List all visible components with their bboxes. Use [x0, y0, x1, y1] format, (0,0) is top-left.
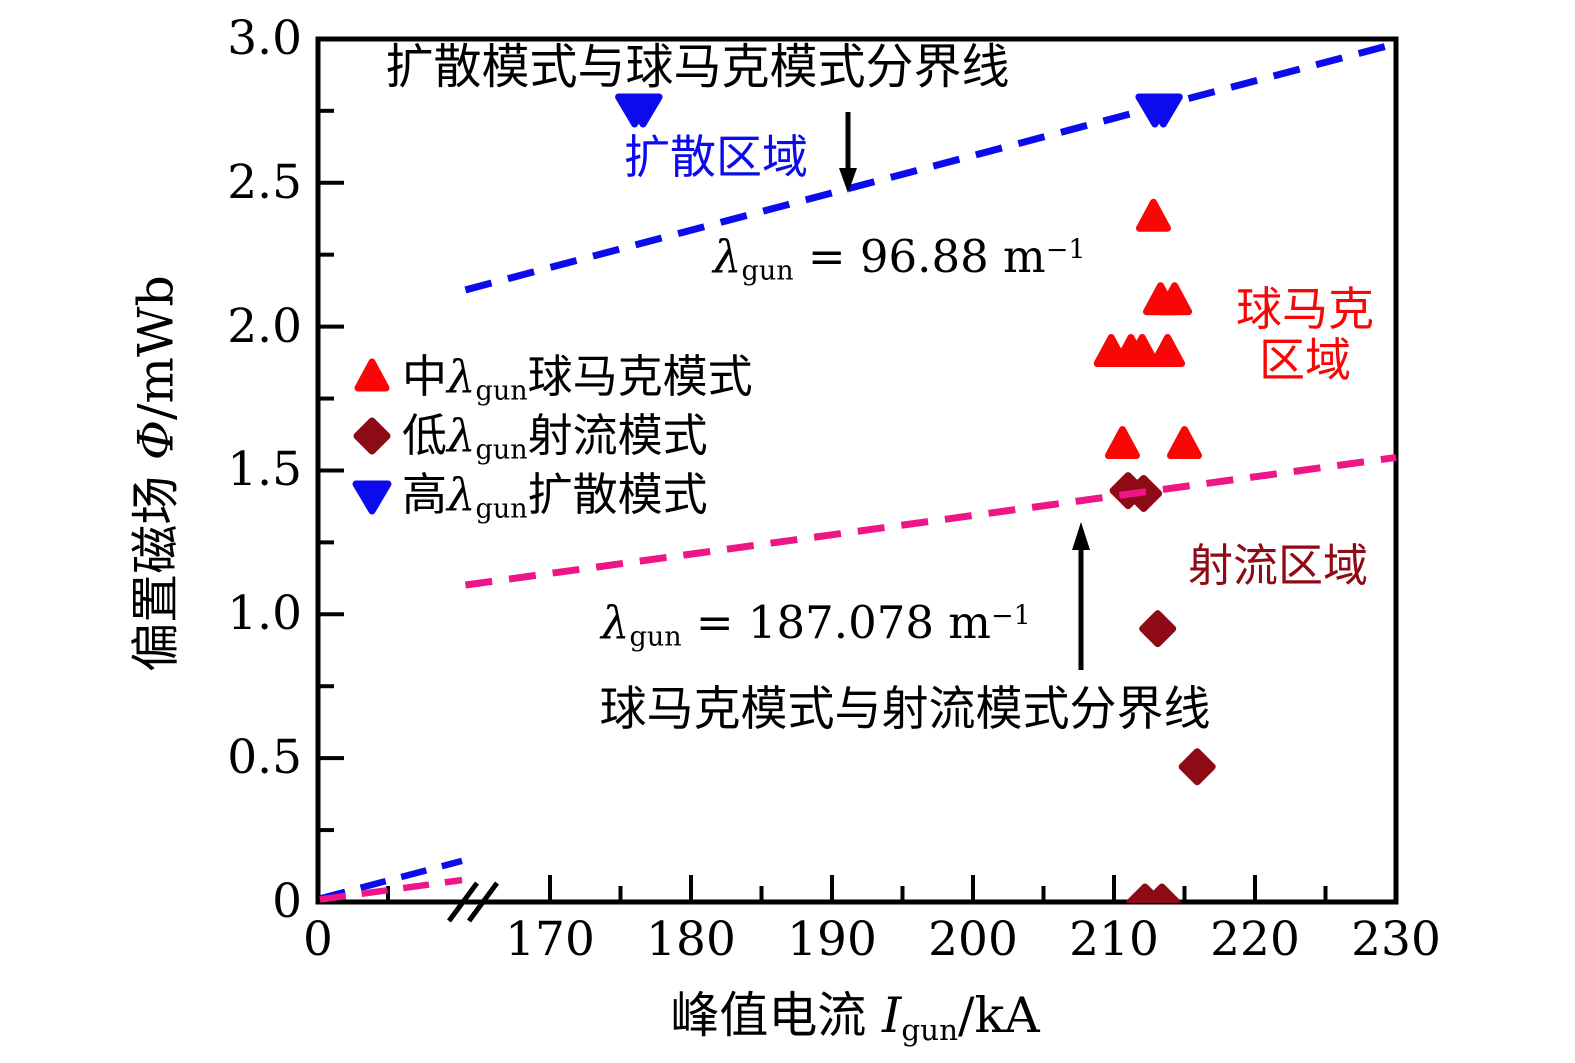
annotation-arrow-up — [1072, 522, 1090, 670]
annotation-spheromak-jet-boundary: 球马克模式与射流模式分界线 — [599, 682, 1211, 737]
data-point-marker — [1124, 333, 1160, 367]
x-tick-label: 210 — [1069, 912, 1159, 967]
diamond-icon — [353, 417, 391, 455]
series-triangle-up — [1093, 198, 1202, 460]
data-point-marker — [1139, 610, 1177, 648]
y-tick-label: 2.0 — [227, 299, 302, 354]
legend-item-spheromak-mode: 中λgun球马克模式 — [402, 350, 753, 407]
x-tick-label: 200 — [928, 912, 1018, 967]
axis-break-mark — [446, 881, 480, 923]
triangle-down-icon — [352, 480, 392, 515]
x-tick-label: 230 — [1351, 912, 1441, 967]
y-tick-label: 1.5 — [227, 442, 302, 497]
annotation-lambda-187: λgun = 187.078 m−1 — [601, 596, 1031, 653]
data-point-marker — [623, 93, 663, 128]
x-tick-label: 190 — [787, 912, 877, 967]
y-tick-label: 0 — [272, 874, 302, 929]
y-tick-label: 2.5 — [227, 155, 302, 210]
legend-item-jet-mode: 低λgun射流模式 — [402, 409, 708, 466]
triangle-up-icon — [354, 358, 390, 392]
annotation-spheromak-region: 球马克 区域 — [1205, 284, 1405, 386]
axis-frame — [315, 36, 1399, 905]
y-axis-title: 偏置磁场 Φ/mWb — [127, 275, 185, 672]
spheromak-region-line2: 区域 — [1259, 333, 1351, 387]
data-point-marker — [1104, 426, 1140, 460]
x-tick-label: 0 — [303, 912, 333, 967]
data-point-marker — [1135, 198, 1171, 232]
annotation-diffusion-spheromak-boundary: 扩散模式与球马克模式分界线 — [385, 39, 1010, 95]
x-tick-label: 170 — [505, 912, 595, 967]
x-tick-label: 180 — [646, 912, 736, 967]
boundary-line-spheromak-jet — [464, 453, 1397, 589]
data-point-marker — [1167, 426, 1202, 460]
y-tick-label: 0.5 — [227, 730, 302, 785]
y-tick-label: 1.0 — [227, 586, 302, 641]
data-point-marker — [1178, 748, 1216, 786]
axis-break-mark — [466, 881, 500, 923]
legend-item-diffusion-mode: 高λgun扩散模式 — [402, 468, 708, 525]
series-triangle-down — [615, 93, 1183, 128]
data-point-marker — [1157, 282, 1193, 316]
spheromak-region-line1: 球马克 — [1236, 282, 1374, 336]
x-tick-label: 220 — [1210, 912, 1300, 967]
annotation-lambda-96: λgun = 96.88 m−1 — [713, 230, 1086, 287]
data-point-marker — [1143, 883, 1181, 903]
boundary-line-diffusion-spheromak — [464, 40, 1397, 294]
annotation-jet-region: 射流区域 — [1187, 539, 1368, 592]
y-tick-label: 3.0 — [227, 11, 302, 66]
boundary-line-origin-stub — [319, 876, 463, 903]
x-axis-title: 峰值电流 Igun/kA — [670, 987, 1040, 1048]
annotation-diffusion-region: 扩散区域 — [624, 130, 808, 184]
boundary-line-origin-stub — [319, 857, 463, 902]
annotation-arrow-down — [839, 112, 857, 193]
data-point-marker — [1150, 333, 1186, 367]
